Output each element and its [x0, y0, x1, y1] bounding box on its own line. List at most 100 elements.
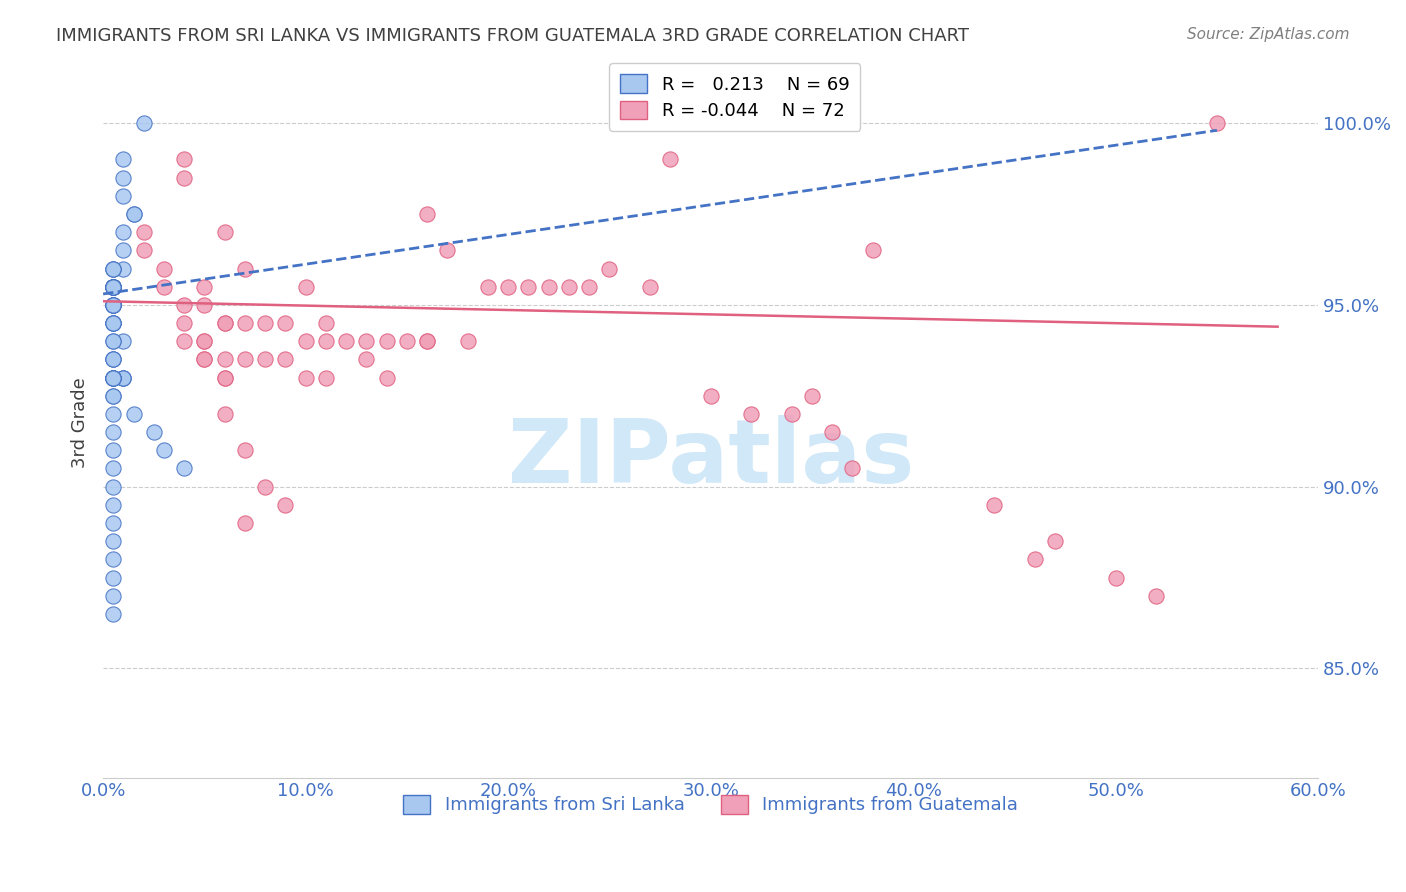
Text: ZIPatlas: ZIPatlas	[508, 415, 914, 502]
Point	[214, 407, 236, 421]
Point	[457, 334, 479, 349]
Point	[103, 370, 125, 384]
Point	[578, 279, 600, 293]
Point	[517, 279, 540, 293]
Point	[153, 443, 176, 458]
Point	[274, 352, 297, 367]
Point	[1024, 552, 1046, 566]
Point	[103, 279, 125, 293]
Point	[103, 279, 125, 293]
Point	[315, 316, 337, 330]
Point	[103, 298, 125, 312]
Point	[800, 389, 823, 403]
Point	[103, 461, 125, 475]
Point	[103, 552, 125, 566]
Point	[315, 370, 337, 384]
Point	[356, 352, 378, 367]
Point	[112, 261, 135, 276]
Point	[233, 352, 256, 367]
Point	[103, 334, 125, 349]
Point	[132, 225, 155, 239]
Point	[356, 334, 378, 349]
Point	[112, 170, 135, 185]
Point	[112, 370, 135, 384]
Point	[416, 334, 439, 349]
Point	[103, 370, 125, 384]
Point	[103, 279, 125, 293]
Point	[103, 298, 125, 312]
Point	[1205, 116, 1227, 130]
Point	[780, 407, 803, 421]
Point	[103, 334, 125, 349]
Point	[740, 407, 762, 421]
Point	[112, 188, 135, 202]
Point	[558, 279, 581, 293]
Point	[233, 261, 256, 276]
Point	[103, 516, 125, 530]
Point	[173, 298, 195, 312]
Point	[103, 352, 125, 367]
Point	[537, 279, 560, 293]
Point	[173, 461, 195, 475]
Point	[173, 334, 195, 349]
Point	[315, 334, 337, 349]
Point	[112, 334, 135, 349]
Point	[416, 334, 439, 349]
Point	[1144, 589, 1167, 603]
Point	[193, 334, 215, 349]
Point	[214, 352, 236, 367]
Point	[103, 370, 125, 384]
Point	[103, 279, 125, 293]
Point	[214, 370, 236, 384]
Point	[193, 352, 215, 367]
Point	[103, 261, 125, 276]
Point	[112, 370, 135, 384]
Point	[103, 389, 125, 403]
Legend: Immigrants from Sri Lanka, Immigrants from Guatemala: Immigrants from Sri Lanka, Immigrants fr…	[392, 784, 1029, 825]
Point	[153, 279, 176, 293]
Point	[233, 443, 256, 458]
Point	[103, 407, 125, 421]
Point	[254, 352, 277, 367]
Point	[103, 370, 125, 384]
Point	[335, 334, 357, 349]
Point	[103, 279, 125, 293]
Point	[214, 225, 236, 239]
Point	[274, 498, 297, 512]
Point	[598, 261, 620, 276]
Point	[233, 516, 256, 530]
Point	[103, 316, 125, 330]
Y-axis label: 3rd Grade: 3rd Grade	[72, 377, 89, 468]
Point	[112, 244, 135, 258]
Point	[103, 298, 125, 312]
Point	[375, 370, 398, 384]
Point	[103, 279, 125, 293]
Point	[112, 153, 135, 167]
Point	[375, 334, 398, 349]
Point	[103, 370, 125, 384]
Point	[103, 316, 125, 330]
Text: Source: ZipAtlas.com: Source: ZipAtlas.com	[1187, 27, 1350, 42]
Point	[395, 334, 418, 349]
Point	[103, 298, 125, 312]
Point	[103, 261, 125, 276]
Point	[193, 279, 215, 293]
Point	[103, 279, 125, 293]
Point	[254, 480, 277, 494]
Point	[122, 407, 145, 421]
Point	[103, 589, 125, 603]
Point	[254, 316, 277, 330]
Point	[103, 261, 125, 276]
Point	[233, 316, 256, 330]
Point	[477, 279, 499, 293]
Point	[294, 370, 316, 384]
Point	[132, 244, 155, 258]
Point	[103, 279, 125, 293]
Point	[193, 352, 215, 367]
Point	[103, 480, 125, 494]
Point	[294, 279, 316, 293]
Point	[153, 261, 176, 276]
Point	[103, 279, 125, 293]
Point	[132, 116, 155, 130]
Point	[173, 170, 195, 185]
